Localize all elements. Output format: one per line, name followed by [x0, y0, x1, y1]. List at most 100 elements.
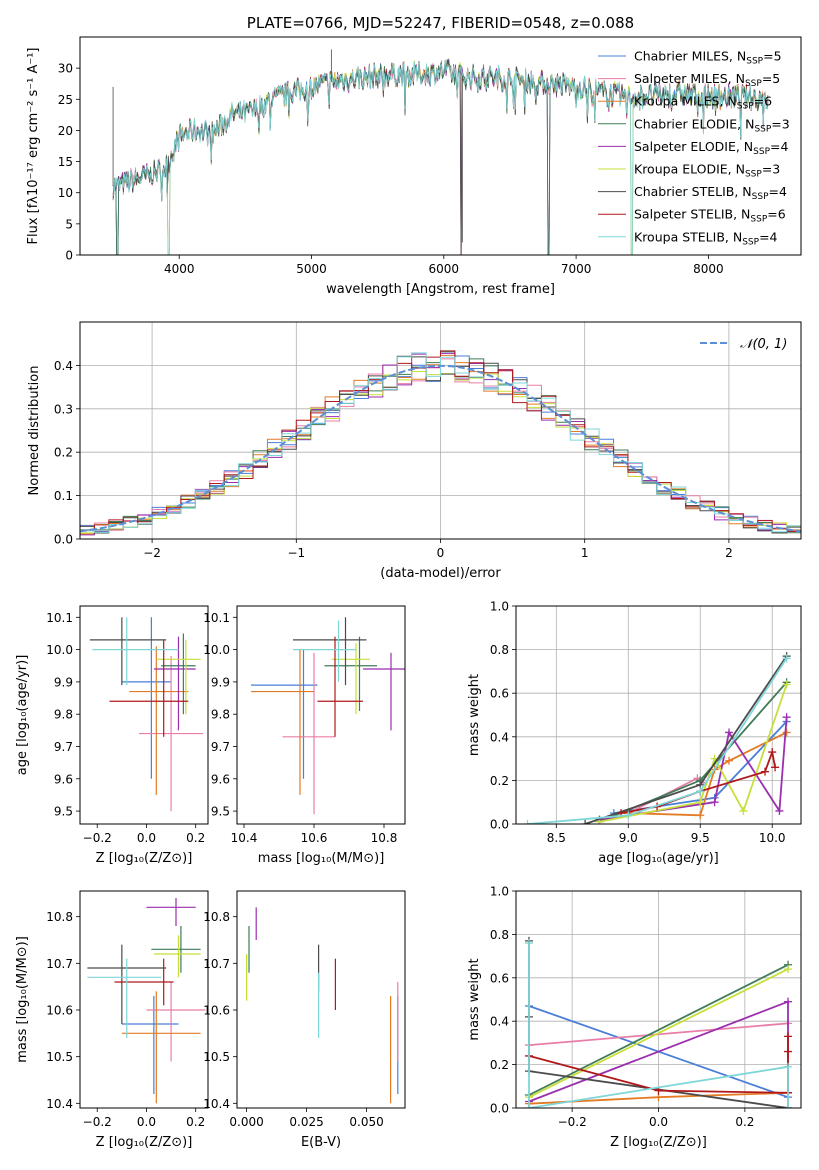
x-axis-label: Z [log₁₀(Z/Z⊙)] — [610, 1135, 707, 1150]
legend-text: Kroupa MILES, N — [634, 94, 737, 109]
data-point-marker — [725, 728, 734, 737]
data-point-marker — [581, 820, 590, 824]
legend-text: Salpeter ELODIE, N — [634, 139, 753, 154]
x-tick-label: 6000 — [429, 262, 460, 276]
x-axis-label: Z [log₁₀(Z/Z⊙)] — [96, 851, 193, 866]
data-point-marker — [696, 811, 705, 820]
legend-entry: Chabrier STELIB, NSSP=4 — [634, 184, 787, 202]
axes-frame — [515, 605, 802, 825]
series-line — [584, 655, 788, 824]
legend-entry: Kroupa STELIB, NSSP=4 — [634, 229, 778, 247]
series-line — [528, 943, 789, 1108]
plot-area — [89, 617, 204, 812]
legend-entry: 𝒩(0, 1) — [740, 337, 787, 352]
x-tick-label: 0 — [437, 546, 445, 560]
data-point-marker — [523, 820, 532, 824]
errorbar-chabrier-elodie — [151, 926, 201, 973]
series-line — [528, 968, 789, 1099]
x-tick-label: 1 — [581, 546, 589, 560]
y-tick-label: 9.8 — [54, 708, 73, 722]
panel-mass_vs_Z: −0.2 0.0 0.2 10.4 10.5 10.6 10.7 10.8 Z [log₁₀(Z… — [15, 890, 209, 1150]
panel-age_vs_mass: 10.4 10.6 10.8 9.5 9.6 9.7 9.8 9.9 10.0 10.1 mass … — [203, 605, 406, 866]
y-tick-label: 10.8 — [46, 910, 73, 924]
legend-subscript: SSP — [745, 170, 762, 180]
plot-area — [80, 350, 801, 536]
y-tick-label: 30 — [58, 62, 73, 76]
y-axis-label: Normed distribution — [27, 366, 42, 496]
data-point-marker — [768, 748, 777, 757]
x-tick-label: 8.5 — [547, 831, 566, 845]
errorbar-salpeter-stelib — [114, 958, 174, 1006]
panel-weight_vs_Z: −0.2 0.0 0.2 0.0 0.2 0.4 0.6 0.8 1.0 Z [log₁₀(Z/Z… — [467, 885, 802, 1150]
x-tick-label: 0.0 — [137, 1115, 156, 1129]
data-point-marker — [739, 806, 748, 815]
data-point-marker — [782, 728, 791, 737]
data-point-marker — [725, 756, 734, 765]
legend-count: =6 — [767, 207, 785, 222]
y-tick-label: 0.0 — [490, 1102, 509, 1116]
y-tick-label: 15 — [58, 155, 73, 169]
x-tick-label: 9.5 — [691, 831, 710, 845]
plot-area — [246, 907, 399, 1104]
errorbar-kroupa-stelib — [92, 617, 179, 686]
series-salpeter-elodie — [595, 713, 791, 824]
y-tick-label: 0.0 — [490, 818, 509, 832]
histogram-salpeter-stelib — [80, 350, 801, 532]
data-point-marker — [696, 787, 705, 796]
errorbar-chabrier-stelib — [293, 617, 367, 686]
data-point-marker — [696, 798, 705, 807]
errorbar-salpeter-elodie — [146, 898, 196, 926]
y-tick-label: 9.6 — [211, 772, 230, 786]
y-tick-label: 10.7 — [203, 957, 230, 971]
legend-entry: Salpeter ELODIE, NSSP=4 — [634, 139, 789, 157]
chart-title: PLATE=0766, MJD=52247, FIBERID=0548, z=0… — [247, 14, 634, 32]
data-point-marker — [524, 1104, 533, 1108]
x-tick-label: 0.025 — [289, 1115, 323, 1129]
x-tick-label: 10.6 — [301, 831, 328, 845]
y-tick-label: 0 — [65, 249, 73, 263]
errorbar-chabrier-stelib — [89, 617, 167, 686]
legend-count: =3 — [762, 162, 780, 177]
spectrum-line-kroupa-stelib — [112, 59, 769, 255]
series-kroupa-stelib — [523, 654, 791, 824]
legend-text: Salpeter MILES, N — [634, 71, 745, 86]
data-point-marker — [784, 1032, 793, 1041]
series-kroupa-stelib — [524, 939, 793, 1108]
y-tick-label: 1.0 — [490, 600, 509, 614]
y-tick-label: 10.1 — [46, 611, 73, 625]
x-tick-label: 0.0 — [137, 831, 156, 845]
legend-count: =5 — [762, 71, 780, 86]
legend-subscript: SSP — [746, 57, 763, 67]
y-tick-label: 0.2 — [490, 1058, 509, 1072]
x-tick-label: 2 — [725, 546, 733, 560]
x-tick-label: 0.2 — [186, 1115, 205, 1129]
x-tick-label: 8000 — [693, 262, 724, 276]
plot-area — [112, 49, 769, 255]
y-tick-label: 9.7 — [54, 740, 73, 754]
errorbar-salpeter-stelib — [317, 636, 363, 737]
x-tick-label: 10.8 — [371, 831, 398, 845]
y-tick-label: 10 — [58, 186, 73, 200]
errorbar-chabrier-miles — [251, 649, 318, 779]
legend-subscript: SSP — [745, 79, 762, 89]
legend-text: Salpeter STELIB, N — [634, 207, 750, 222]
panel-weight_vs_age: 8.5 9.0 9.5 10.0 0.0 0.2 0.4 0.6 0.8 1.0 age [log₁… — [467, 600, 802, 866]
errorbar-salpeter-elodie — [153, 636, 196, 731]
axes-frame — [236, 605, 406, 825]
y-tick-label: 0.2 — [54, 446, 73, 460]
y-axis-label: Flux [fλ10⁻¹⁷ erg cm⁻² s⁻¹ A⁻¹] — [26, 48, 41, 245]
axes-frame — [79, 890, 209, 1109]
y-tick-label: 25 — [58, 93, 73, 107]
y-tick-label: 9.9 — [211, 675, 230, 689]
legend-subscript: SSP — [754, 124, 771, 134]
legend-text: Chabrier MILES, N — [634, 49, 746, 64]
x-tick-label: 0.2 — [735, 1115, 754, 1129]
y-tick-label: 9.6 — [54, 772, 73, 786]
legend-entry: Chabrier ELODIE, NSSP=3 — [634, 116, 790, 134]
x-tick-label: 9.0 — [619, 831, 638, 845]
x-tick-label: 5000 — [296, 262, 327, 276]
legend-text: Chabrier STELIB, N — [634, 184, 752, 199]
x-axis-label: age [log₁₀(age/yr)] — [598, 851, 719, 866]
